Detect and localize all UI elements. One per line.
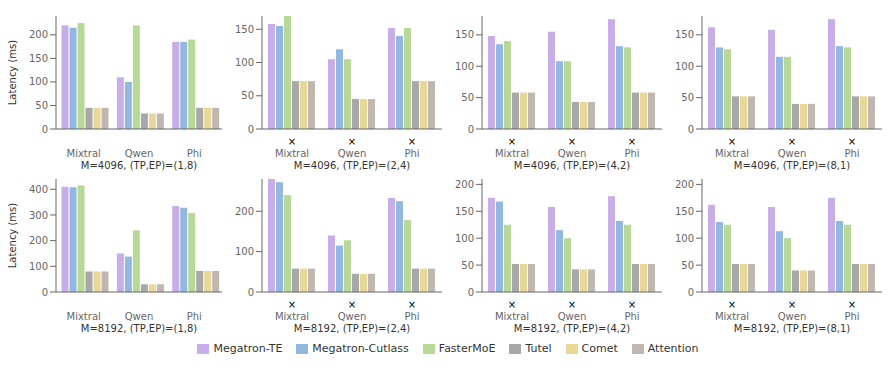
svg-text:M=4096, (TP,EP)=(2,4): M=4096, (TP,EP)=(2,4) [294, 160, 410, 171]
svg-text:Mixtral: Mixtral [495, 148, 529, 159]
svg-text:100: 100 [455, 233, 474, 244]
svg-text:Latency (ms): Latency (ms) [8, 203, 18, 269]
svg-text:×: × [288, 299, 296, 310]
svg-text:Mixtral: Mixtral [275, 148, 309, 159]
svg-text:100: 100 [29, 261, 48, 272]
html-text:Megatron-TE: Megatron-TE [213, 342, 283, 355]
svg-text:×: × [348, 136, 356, 147]
svg-text:100: 100 [455, 61, 474, 72]
svg-text:×: × [348, 299, 356, 310]
svg-text:50: 50 [241, 90, 254, 101]
svg-text:Qwen: Qwen [125, 148, 154, 159]
svg-text:0: 0 [688, 124, 694, 135]
svg-text:200: 200 [29, 29, 48, 40]
svg-text:×: × [728, 136, 736, 147]
svg-text:×: × [848, 299, 856, 310]
svg-text:150: 150 [675, 206, 694, 217]
svg-text:300: 300 [29, 210, 48, 221]
svg-text:×: × [288, 136, 296, 147]
html-text:FasterMoE: FasterMoE [438, 342, 496, 355]
svg-text:×: × [788, 136, 796, 147]
svg-text:Phi: Phi [404, 311, 419, 322]
svg-text:M=8192, (TP,EP)=(2,4): M=8192, (TP,EP)=(2,4) [294, 323, 410, 334]
svg-text:Qwen: Qwen [125, 311, 154, 322]
svg-text:0: 0 [42, 124, 48, 135]
html-text:Megatron-Cutlass: Megatron-Cutlass [312, 342, 409, 355]
svg-text:150: 150 [29, 53, 48, 64]
svg-text:50: 50 [35, 100, 48, 111]
svg-text:Phi: Phi [844, 311, 859, 322]
svg-text:0: 0 [688, 287, 694, 298]
svg-text:0: 0 [468, 287, 474, 298]
svg-text:Phi: Phi [624, 311, 639, 322]
svg-text:200: 200 [235, 206, 254, 217]
svg-text:×: × [628, 299, 636, 310]
svg-text:×: × [408, 136, 416, 147]
svg-text:M=8192, (TP,EP)=(1,8): M=8192, (TP,EP)=(1,8) [81, 323, 197, 334]
svg-text:100: 100 [29, 76, 48, 87]
svg-text:200: 200 [455, 179, 474, 190]
svg-text:×: × [568, 299, 576, 310]
svg-text:×: × [628, 136, 636, 147]
svg-text:×: × [508, 136, 516, 147]
svg-text:×: × [508, 299, 516, 310]
svg-text:0: 0 [468, 124, 474, 135]
svg-text:200: 200 [29, 235, 48, 246]
svg-text:M=8192, (TP,EP)=(8,1): M=8192, (TP,EP)=(8,1) [734, 323, 850, 334]
svg-text:Qwen: Qwen [338, 311, 367, 322]
svg-text:Mixtral: Mixtral [715, 148, 749, 159]
svg-text:100: 100 [675, 61, 694, 72]
svg-text:50: 50 [461, 92, 474, 103]
svg-text:Qwen: Qwen [558, 311, 587, 322]
svg-text:Qwen: Qwen [778, 311, 807, 322]
svg-text:M=4096, (TP,EP)=(8,1): M=4096, (TP,EP)=(8,1) [734, 160, 850, 171]
svg-text:Phi: Phi [187, 148, 202, 159]
svg-text:100: 100 [235, 57, 254, 68]
html-text:Comet: Comet [581, 342, 618, 355]
svg-text:150: 150 [675, 29, 694, 40]
svg-text:Phi: Phi [187, 311, 202, 322]
svg-text:×: × [408, 299, 416, 310]
svg-text:100: 100 [235, 246, 254, 257]
svg-text:Phi: Phi [624, 148, 639, 159]
svg-text:Phi: Phi [844, 148, 859, 159]
svg-text:M=4096, (TP,EP)=(1,8): M=4096, (TP,EP)=(1,8) [81, 160, 197, 171]
svg-text:0: 0 [248, 287, 254, 298]
svg-text:400: 400 [29, 184, 48, 195]
svg-text:×: × [848, 136, 856, 147]
html-text:Attention: Attention [647, 342, 699, 355]
svg-text:Qwen: Qwen [558, 148, 587, 159]
svg-text:Latency (ms): Latency (ms) [8, 40, 18, 106]
svg-text:0: 0 [42, 287, 48, 298]
svg-text:Mixtral: Mixtral [275, 311, 309, 322]
svg-text:Qwen: Qwen [338, 148, 367, 159]
svg-text:50: 50 [681, 260, 694, 271]
svg-text:Mixtral: Mixtral [495, 311, 529, 322]
svg-text:50: 50 [461, 260, 474, 271]
svg-text:150: 150 [235, 24, 254, 35]
svg-text:×: × [568, 136, 576, 147]
svg-text:50: 50 [681, 92, 694, 103]
svg-text:Mixtral: Mixtral [67, 311, 101, 322]
svg-text:×: × [728, 299, 736, 310]
svg-text:200: 200 [675, 179, 694, 190]
svg-text:0: 0 [248, 124, 254, 135]
svg-text:100: 100 [675, 233, 694, 244]
html-text:Tutel: Tutel [525, 342, 552, 355]
svg-text:×: × [788, 299, 796, 310]
svg-text:M=4096, (TP,EP)=(4,2): M=4096, (TP,EP)=(4,2) [514, 160, 630, 171]
svg-text:Qwen: Qwen [778, 148, 807, 159]
svg-text:Mixtral: Mixtral [67, 148, 101, 159]
svg-text:Phi: Phi [404, 148, 419, 159]
svg-text:150: 150 [455, 29, 474, 40]
svg-text:150: 150 [455, 206, 474, 217]
svg-text:Mixtral: Mixtral [715, 311, 749, 322]
svg-text:M=8192, (TP,EP)=(4,2): M=8192, (TP,EP)=(4,2) [514, 323, 630, 334]
